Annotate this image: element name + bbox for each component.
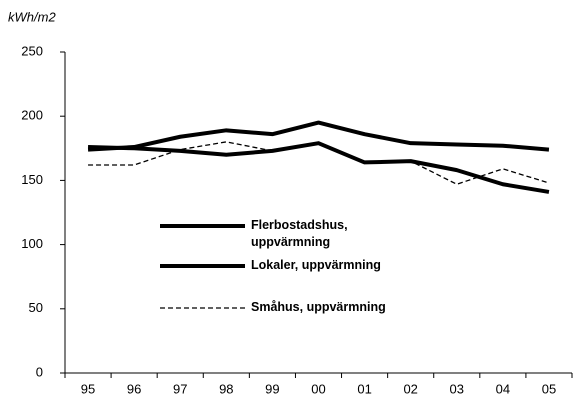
x-tick-label: 96: [127, 381, 141, 396]
y-tick-label: 100: [21, 236, 43, 251]
series-line: [87, 120, 550, 152]
legend-label: Lokaler, uppvärmning: [251, 258, 381, 272]
y-axis-label: kWh/m2: [8, 9, 56, 24]
y-tick-label: 50: [29, 300, 43, 315]
y-tick-label: 150: [21, 172, 43, 187]
x-tick-label: 03: [450, 381, 464, 396]
x-tick-label: 97: [173, 381, 187, 396]
y-tick-label: 200: [21, 108, 43, 123]
x-tick-label: 99: [265, 381, 279, 396]
x-tick-label: 05: [542, 381, 556, 396]
y-tick-label: 250: [21, 43, 43, 58]
legend-label: Småhus, uppvärmning: [251, 300, 386, 314]
x-tick-label: 00: [311, 381, 325, 396]
y-tick-label: 0: [36, 364, 43, 379]
series-line: [88, 141, 550, 185]
x-tick-label: 95: [81, 381, 95, 396]
x-tick-label: 01: [357, 381, 371, 396]
x-tick-label: 98: [219, 381, 233, 396]
x-tick-label: 04: [496, 381, 510, 396]
x-tick-label: 02: [403, 381, 417, 396]
series-line: [87, 141, 550, 194]
legend-label: Flerbostadshus, uppvärmning: [251, 218, 348, 249]
